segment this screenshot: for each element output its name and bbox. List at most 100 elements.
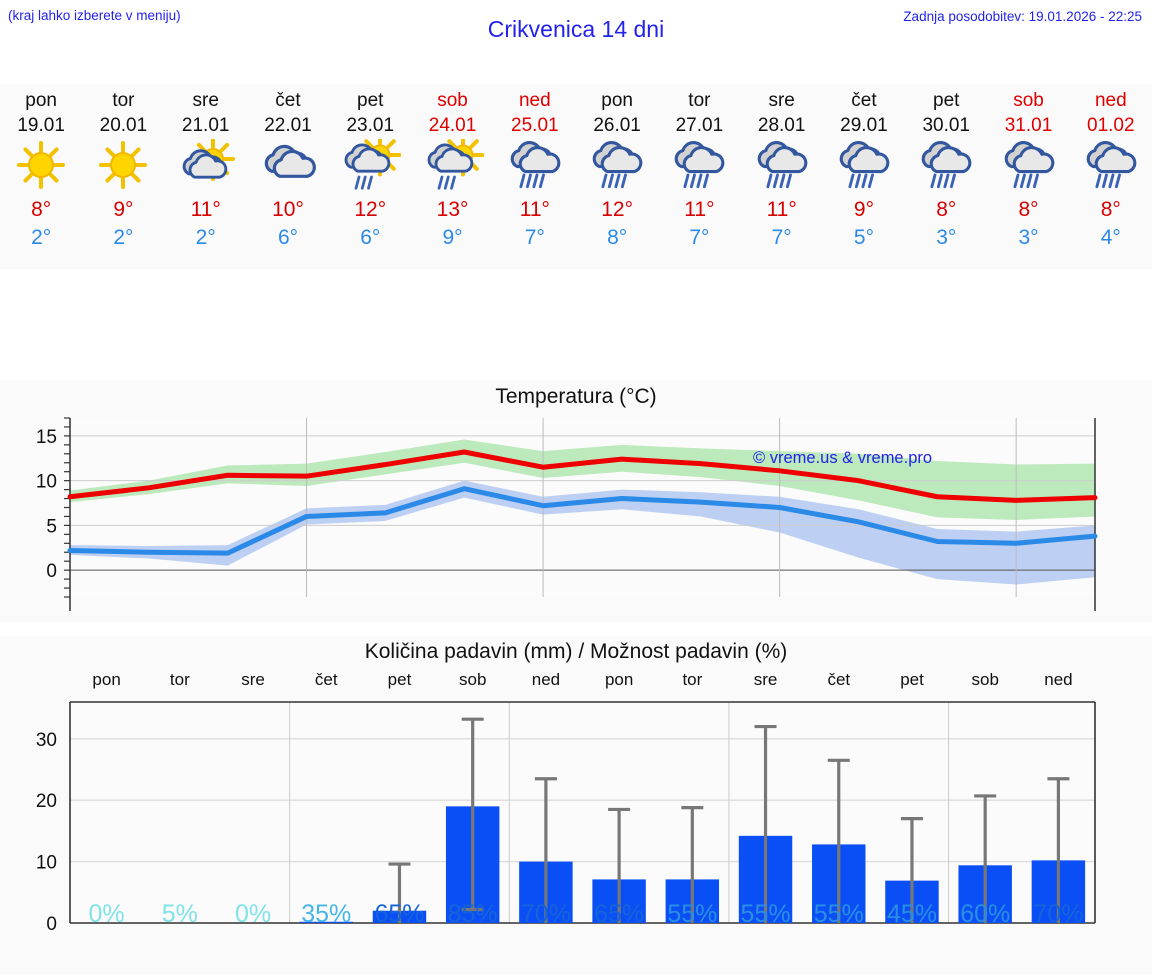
precipitation-day-label: tor	[682, 670, 703, 689]
menu-hint-text: (kraj lahko izberete v meniju)	[8, 8, 181, 23]
day-name: pet	[357, 90, 384, 111]
temperature-max: 12°	[601, 198, 633, 221]
precipitation-day-label: čet	[827, 670, 851, 689]
sun-cloud-icon	[175, 138, 237, 196]
day-date: 30.01	[922, 115, 970, 136]
temperature-max: 11°	[766, 198, 797, 221]
y-axis-tick-label: 30	[36, 730, 57, 751]
temperature-max: 10°	[272, 198, 304, 221]
cloud-rain-icon	[668, 138, 730, 196]
precipitation-day-label: tor	[169, 670, 190, 689]
day-date: 24.01	[428, 115, 477, 136]
precipitation-probability: 0%	[234, 900, 272, 928]
precipitation-chart-title: Količina padavin (mm) / Možnost padavin …	[364, 640, 788, 663]
page-header: (kraj lahko izberete v meniju) Crikvenic…	[0, 0, 1152, 46]
watermark-text: © vreme.us & vreme.pro	[753, 449, 932, 467]
precipitation-probability: 70%	[1033, 900, 1084, 928]
temperature-range-band	[70, 480, 1095, 585]
cloud-icon	[257, 138, 319, 196]
temperature-chart-title: Temperatura (°C)	[495, 385, 657, 408]
day-date: 29.01	[840, 115, 888, 136]
precipitation-probability: 70%	[520, 900, 571, 928]
precipitation-day-label: sob	[971, 670, 999, 689]
precipitation-day-label: pet	[387, 670, 412, 689]
temperature-max: 11°	[684, 198, 715, 221]
precipitation-day-label: sre	[241, 670, 265, 689]
temperature-min: 7°	[771, 226, 792, 249]
forecast-day-column[interactable]: tor 27.01 11° 7°	[658, 84, 740, 269]
precipitation-probability: 85%	[447, 900, 498, 928]
day-date: 28.01	[757, 115, 806, 136]
day-date: 20.01	[99, 115, 148, 136]
precipitation-probability: 55%	[667, 900, 718, 928]
day-name: pon	[25, 90, 57, 111]
day-date: 27.01	[675, 115, 724, 136]
day-name: sre	[768, 90, 795, 111]
temperature-min: 7°	[524, 226, 545, 249]
day-name: pon	[601, 90, 633, 111]
daily-forecast-strip: pon 19.01 8° 2° tor 20.01 9° 2° sre 21.01 11° 2° čet…	[0, 84, 1152, 269]
temperature-range-band	[70, 439, 1095, 521]
precipitation-chart-svg: 0 10 20 30	[36, 701, 1096, 934]
temperature-min: 3°	[1018, 226, 1039, 249]
temperature-max: 8°	[1100, 198, 1121, 221]
sun-icon	[92, 138, 154, 196]
last-update-text: Zadnja posodobitev: 19.01.2026 - 22:25	[903, 9, 1142, 24]
precipitation-probability: 0%	[88, 900, 125, 928]
cloud-rain-icon	[998, 138, 1060, 196]
forecast-day-column[interactable]: čet 22.01 10° 6°	[247, 84, 329, 269]
precipitation-day-label: ned	[531, 670, 561, 689]
forecast-day-column[interactable]: ned 25.01 11° 7°	[494, 84, 576, 269]
y-axis-tick-label: 20	[36, 791, 57, 812]
precipitation-day-label: pet	[900, 670, 924, 689]
precipitation-probability: 35%	[301, 900, 352, 928]
temperature-min: 6°	[360, 226, 381, 249]
y-axis-tick-label: 10	[36, 853, 57, 874]
y-axis-tick-label: 0	[46, 914, 57, 934]
precipitation-day-label: čet	[314, 670, 338, 689]
temperature-min: 7°	[689, 226, 710, 249]
temperature-max: 8°	[1018, 198, 1039, 221]
forecast-day-column[interactable]: pon 19.01 8° 2°	[0, 84, 82, 269]
y-axis-tick-label: 15	[36, 427, 57, 448]
temperature-min: 5°	[853, 226, 874, 249]
forecast-day-column[interactable]: ned 01.02 8° 4°	[1070, 84, 1152, 269]
precipitation-probability: 60%	[960, 900, 1011, 928]
temperature-min: 2°	[31, 226, 52, 249]
y-axis-tick-label: 10	[36, 472, 57, 493]
temperature-max: 13°	[436, 198, 469, 221]
temperature-min: 3°	[936, 226, 957, 249]
temperature-max: 12°	[354, 198, 387, 221]
forecast-day-column[interactable]: sre 21.01 11° 2°	[165, 84, 247, 269]
cloud-rain-icon	[504, 138, 566, 196]
temperature-max: 9°	[853, 198, 874, 221]
temperature-min: 8°	[607, 226, 628, 249]
day-name: sre	[192, 90, 219, 111]
precipitation-probability: 55%	[813, 900, 864, 928]
cloud-rain-icon	[833, 138, 895, 196]
forecast-day-column[interactable]: tor 20.01 9° 2°	[82, 84, 164, 269]
sun-cloud-rain-icon	[422, 138, 484, 196]
forecast-day-column[interactable]: pon 26.01 12° 8°	[576, 84, 658, 269]
precipitation-probability: 55%	[740, 900, 791, 928]
forecast-day-column[interactable]: sre 28.01 11° 7°	[741, 84, 823, 269]
precipitation-probability: 65%	[594, 900, 645, 928]
precipitation-bar	[299, 921, 353, 923]
temperature-chart-panel: Temperatura (°C) 0 5 10 15 © vreme.us & vrem…	[0, 380, 1152, 622]
precipitation-day-label: sre	[753, 670, 778, 689]
forecast-day-column[interactable]: sob 31.01 8° 3°	[987, 84, 1069, 269]
cloud-rain-icon	[751, 138, 813, 196]
forecast-day-column[interactable]: sob 24.01 13° 9°	[411, 84, 493, 269]
temperature-min: 2°	[195, 226, 216, 249]
precipitation-day-labels: pon tor sre čet pet sob ned pon tor sre čet pet sob n…	[70, 670, 1095, 694]
forecast-day-column[interactable]: čet 29.01 9° 5°	[823, 84, 905, 269]
day-date: 01.02	[1087, 115, 1135, 136]
day-date: 19.01	[17, 115, 65, 136]
day-name: sob	[437, 90, 468, 111]
day-date: 23.01	[346, 115, 395, 136]
day-date: 26.01	[593, 115, 641, 136]
forecast-day-column[interactable]: pet 23.01 12° 6°	[329, 84, 411, 269]
forecast-day-column[interactable]: pet 30.01 8° 3°	[905, 84, 987, 269]
precipitation-probability: 65%	[374, 900, 425, 928]
precipitation-day-label: pon	[604, 670, 634, 689]
